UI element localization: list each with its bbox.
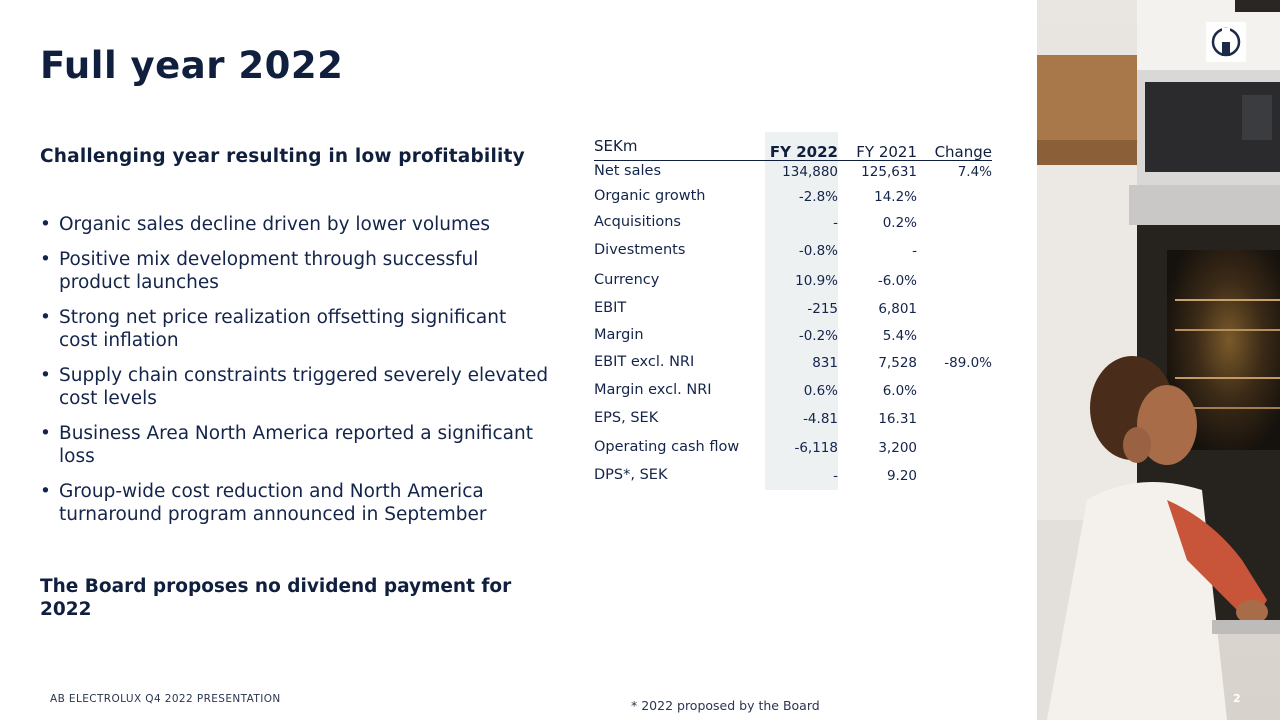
cell-fy2022: -0.2% (798, 328, 838, 344)
cell-fy2021: 3,200 (878, 440, 917, 456)
cell-fy2022: -0.8% (798, 243, 838, 259)
table-row: Net sales 134,880 125,631 7.4% (594, 163, 994, 185)
header-divider (594, 160, 992, 161)
cell-fy2021: 14.2% (874, 189, 917, 205)
cell-fy2022: 134,880 (782, 164, 838, 180)
financial-table: SEKm FY 2022 FY 2021 Change Net sales 13… (594, 132, 994, 492)
row-label: Net sales (594, 163, 662, 179)
board-statement: The Board proposes no dividend payment f… (40, 576, 512, 620)
table-row: Organic growth -2.8% 14.2% (594, 188, 994, 210)
cell-fy2021: 16.31 (878, 411, 917, 427)
row-label: Organic growth (594, 188, 706, 204)
row-label: Margin (594, 327, 644, 343)
presentation-footer: AB ELECTROLUX Q4 2022 PRESENTATION (50, 693, 281, 705)
cell-fy2022: -215 (807, 301, 838, 317)
bullet-item: Positive mix development through success… (40, 248, 550, 294)
cell-fy2022: -2.8% (798, 189, 838, 205)
cell-fy2022: 0.6% (803, 383, 838, 399)
table-row: Divestments -0.8% - (594, 242, 994, 264)
cell-fy2022: 10.9% (795, 273, 838, 289)
table-row: Acquisitions - 0.2% (594, 214, 994, 236)
cell-fy2021: 125,631 (861, 164, 917, 180)
page-number: 2 (1233, 692, 1241, 705)
table-row: Currency 10.9% -6.0% (594, 272, 994, 294)
cell-fy2022: - (833, 468, 838, 484)
cell-fy2022: 831 (812, 355, 838, 371)
cell-change: 7.4% (957, 164, 992, 180)
kitchen-oven-photo (1037, 0, 1280, 720)
row-label: EBIT excl. NRI (594, 354, 695, 370)
cell-fy2021: 6.0% (882, 383, 917, 399)
electrolux-logo-icon (1206, 22, 1246, 62)
cell-fy2021: - (912, 243, 917, 259)
slide-title: Full year 2022 (40, 44, 344, 87)
row-label: EBIT (594, 300, 627, 316)
table-row: Margin -0.2% 5.4% (594, 327, 994, 349)
bullet-list: Organic sales decline driven by lower vo… (40, 213, 550, 538)
cell-fy2021: 9.20 (886, 468, 917, 484)
table-row: EPS, SEK -4.81 16.31 (594, 410, 994, 432)
column-header-change: Change (934, 143, 992, 161)
row-label: Margin excl. NRI (594, 382, 712, 398)
cell-fy2021: -6.0% (877, 273, 917, 289)
cell-fy2022: -4.81 (803, 411, 838, 427)
row-label: Divestments (594, 242, 686, 258)
table-row: EBIT excl. NRI 831 7,528 -89.0% (594, 354, 994, 376)
cell-change: -89.0% (944, 355, 992, 371)
cell-fy2021: 7,528 (878, 355, 917, 371)
subheading: Challenging year resulting in low profit… (40, 146, 525, 167)
cell-fy2022: -6,118 (794, 440, 838, 456)
cell-fy2021: 5.4% (882, 328, 917, 344)
cell-fy2021: 0.2% (882, 215, 917, 231)
row-label: Currency (594, 272, 660, 288)
bullet-item: Supply chain constraints triggered sever… (40, 364, 550, 410)
column-header-fy2022: FY 2022 (769, 143, 838, 161)
bullet-item: Organic sales decline driven by lower vo… (40, 213, 550, 236)
unit-label: SEKm (594, 137, 638, 155)
table-row: Operating cash flow -6,118 3,200 (594, 439, 994, 461)
cell-fy2022: - (833, 215, 838, 231)
row-label: Acquisitions (594, 214, 681, 230)
table-row: DPS*, SEK - 9.20 (594, 467, 994, 489)
highlight-column (765, 132, 838, 490)
footnote: * 2022 proposed by the Board (631, 698, 820, 713)
cell-fy2021: 6,801 (878, 301, 917, 317)
table-row: Margin excl. NRI 0.6% 6.0% (594, 382, 994, 404)
row-label: EPS, SEK (594, 410, 659, 426)
bullet-item: Business Area North America reported a s… (40, 422, 550, 468)
column-header-fy2021: FY 2021 (856, 143, 917, 161)
bullet-item: Group-wide cost reduction and North Amer… (40, 480, 550, 526)
table-row: EBIT -215 6,801 (594, 300, 994, 322)
row-label: Operating cash flow (594, 439, 740, 455)
bullet-item: Strong net price realization offsetting … (40, 306, 550, 352)
row-label: DPS*, SEK (594, 467, 668, 483)
